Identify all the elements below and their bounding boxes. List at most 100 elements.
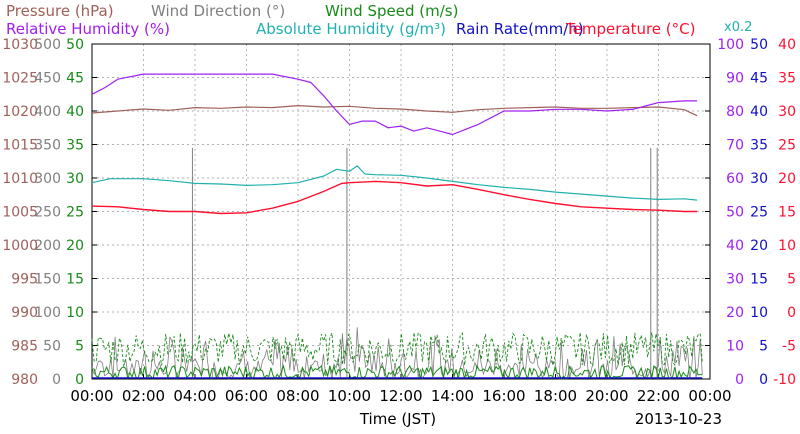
pressure-tick-label: 990 xyxy=(11,305,38,321)
temperature-tick-label: 20 xyxy=(778,171,796,187)
wind_speed-tick-label: 10 xyxy=(66,305,84,321)
wind-speed-max-line xyxy=(91,331,703,367)
pressure-tick-label: 1025 xyxy=(2,71,38,87)
date-label: 2013-10-23 xyxy=(635,410,722,428)
pressure-tick-label: 1005 xyxy=(2,205,38,221)
legend-item: Pressure (hPa) xyxy=(6,2,114,20)
temperature-tick-label: 25 xyxy=(778,138,796,154)
x-tick-label: 04:00 xyxy=(173,387,216,405)
x-axis: 00:00 02:00 04:00 06:00 08:00 10:00 12:00 14:00… xyxy=(70,374,732,405)
x-tick-label: 02:00 xyxy=(122,387,165,405)
pressure-tick-label: 985 xyxy=(11,339,38,355)
legend-item: Temperature (°C) xyxy=(565,20,695,38)
legend-item: Rain Rate(mm/h) xyxy=(456,20,584,38)
humidity-tick-label: 20 xyxy=(726,305,744,321)
wind_speed-tick-label: 15 xyxy=(66,272,84,288)
humidity-tick-label: 40 xyxy=(726,238,744,254)
y-axes: 9809859909951000100510101015102010251030… xyxy=(2,37,796,388)
wind_direction-tick-label: 350 xyxy=(34,138,61,154)
wind_speed-tick-label: 25 xyxy=(66,205,84,221)
pressure-tick-label: 1020 xyxy=(2,104,38,120)
legend-item: Wind Direction (°) xyxy=(151,2,285,20)
absolute-humidity-line xyxy=(91,165,698,201)
wind_direction-tick-label: 450 xyxy=(34,71,61,87)
temperature-tick-label: 30 xyxy=(778,104,796,120)
temperature-tick-label: 15 xyxy=(778,205,796,221)
rain-tick-label: 0 xyxy=(759,372,768,388)
wind_speed-tick-label: 35 xyxy=(66,138,84,154)
x-tick-label: 08:00 xyxy=(276,387,319,405)
temperature-tick-label: 0 xyxy=(787,305,796,321)
humidity-tick-label: 90 xyxy=(726,71,744,87)
humidity-tick-label: 50 xyxy=(726,205,744,221)
x-axis-label: Time (JST) xyxy=(359,410,436,428)
wind_speed-tick-label: 20 xyxy=(66,238,84,254)
wind_direction-tick-label: 400 xyxy=(34,104,61,120)
wind_direction-tick-label: 100 xyxy=(34,305,61,321)
pressure-tick-label: 1015 xyxy=(2,138,38,154)
x-tick-label: 00:00 xyxy=(688,387,731,405)
rain-tick-label: 30 xyxy=(750,171,768,187)
temperature-tick-label: 40 xyxy=(778,37,796,53)
rain-tick-label: 45 xyxy=(750,71,768,87)
rain-tick-label: 15 xyxy=(750,272,768,288)
wind-speed-avg-line xyxy=(92,364,703,381)
wind-direction-line xyxy=(91,327,703,381)
wind_direction-tick-label: 150 xyxy=(34,272,61,288)
x-tick-label: 00:00 xyxy=(70,387,113,405)
x-tick-label: 20:00 xyxy=(585,387,628,405)
wind_direction-tick-label: 50 xyxy=(43,339,61,355)
wind_direction-tick-label: 300 xyxy=(34,171,61,187)
humidity-tick-label: 60 xyxy=(726,171,744,187)
legend-item: Wind Speed (m/s) xyxy=(325,2,458,20)
humidity-tick-label: 70 xyxy=(726,138,744,154)
wind_speed-tick-label: 5 xyxy=(75,339,84,355)
x-tick-label: 16:00 xyxy=(482,387,525,405)
legend-item: Relative Humidity (%) xyxy=(6,20,170,38)
wind_direction-tick-label: 0 xyxy=(52,372,61,388)
x-tick-label: 18:00 xyxy=(534,387,577,405)
temperature-tick-label: 5 xyxy=(787,272,796,288)
pressure-tick-label: 1030 xyxy=(2,37,38,53)
humidity-tick-label: 0 xyxy=(735,372,744,388)
pressure-line xyxy=(91,105,698,117)
humidity-tick-label: 100 xyxy=(717,37,744,53)
humidity-tick-label: 10 xyxy=(726,339,744,355)
wind_speed-tick-label: 0 xyxy=(75,372,84,388)
temperature-line xyxy=(91,180,698,215)
rain-tick-label: 40 xyxy=(750,104,768,120)
rain-tick-label: 10 xyxy=(750,305,768,321)
relative-humidity-line xyxy=(91,73,698,136)
wind_speed-tick-label: 45 xyxy=(66,71,84,87)
wind_direction-tick-label: 250 xyxy=(34,205,61,221)
rain-tick-label: 5 xyxy=(759,339,768,355)
legend: Pressure (hPa) Wind Direction (°) Wind Spe… xyxy=(6,2,752,38)
rain-tick-label: 25 xyxy=(750,205,768,221)
temperature-tick-label: 10 xyxy=(778,238,796,254)
legend-item: Absolute Humidity (g/m³) xyxy=(256,20,446,38)
rain-tick-label: 20 xyxy=(750,238,768,254)
rain-multiplier-label: x0.2 xyxy=(724,20,752,35)
pressure-tick-label: 1000 xyxy=(2,238,38,254)
humidity-tick-label: 30 xyxy=(726,272,744,288)
plot-area xyxy=(91,73,703,381)
pressure-tick-label: 1010 xyxy=(2,171,38,187)
x-tick-label: 06:00 xyxy=(225,387,268,405)
pressure-tick-label: 980 xyxy=(11,372,38,388)
x-tick-label: 10:00 xyxy=(328,387,371,405)
humidity-tick-label: 80 xyxy=(726,104,744,120)
x-tick-label: 22:00 xyxy=(637,387,680,405)
rain-tick-label: 35 xyxy=(750,138,768,154)
wind_speed-tick-label: 50 xyxy=(66,37,84,53)
temperature-tick-label: 35 xyxy=(778,71,796,87)
wind_speed-tick-label: 30 xyxy=(66,171,84,187)
wind_direction-tick-label: 500 xyxy=(34,37,61,53)
wind_speed-tick-label: 40 xyxy=(66,104,84,120)
x-tick-label: 12:00 xyxy=(379,387,422,405)
pressure-tick-label: 995 xyxy=(11,272,38,288)
wind_direction-tick-label: 200 xyxy=(34,238,61,254)
rain-tick-label: 50 xyxy=(750,37,768,53)
temperature-tick-label: -5 xyxy=(782,339,796,355)
temperature-tick-label: -10 xyxy=(773,372,796,388)
x-tick-label: 14:00 xyxy=(431,387,474,405)
